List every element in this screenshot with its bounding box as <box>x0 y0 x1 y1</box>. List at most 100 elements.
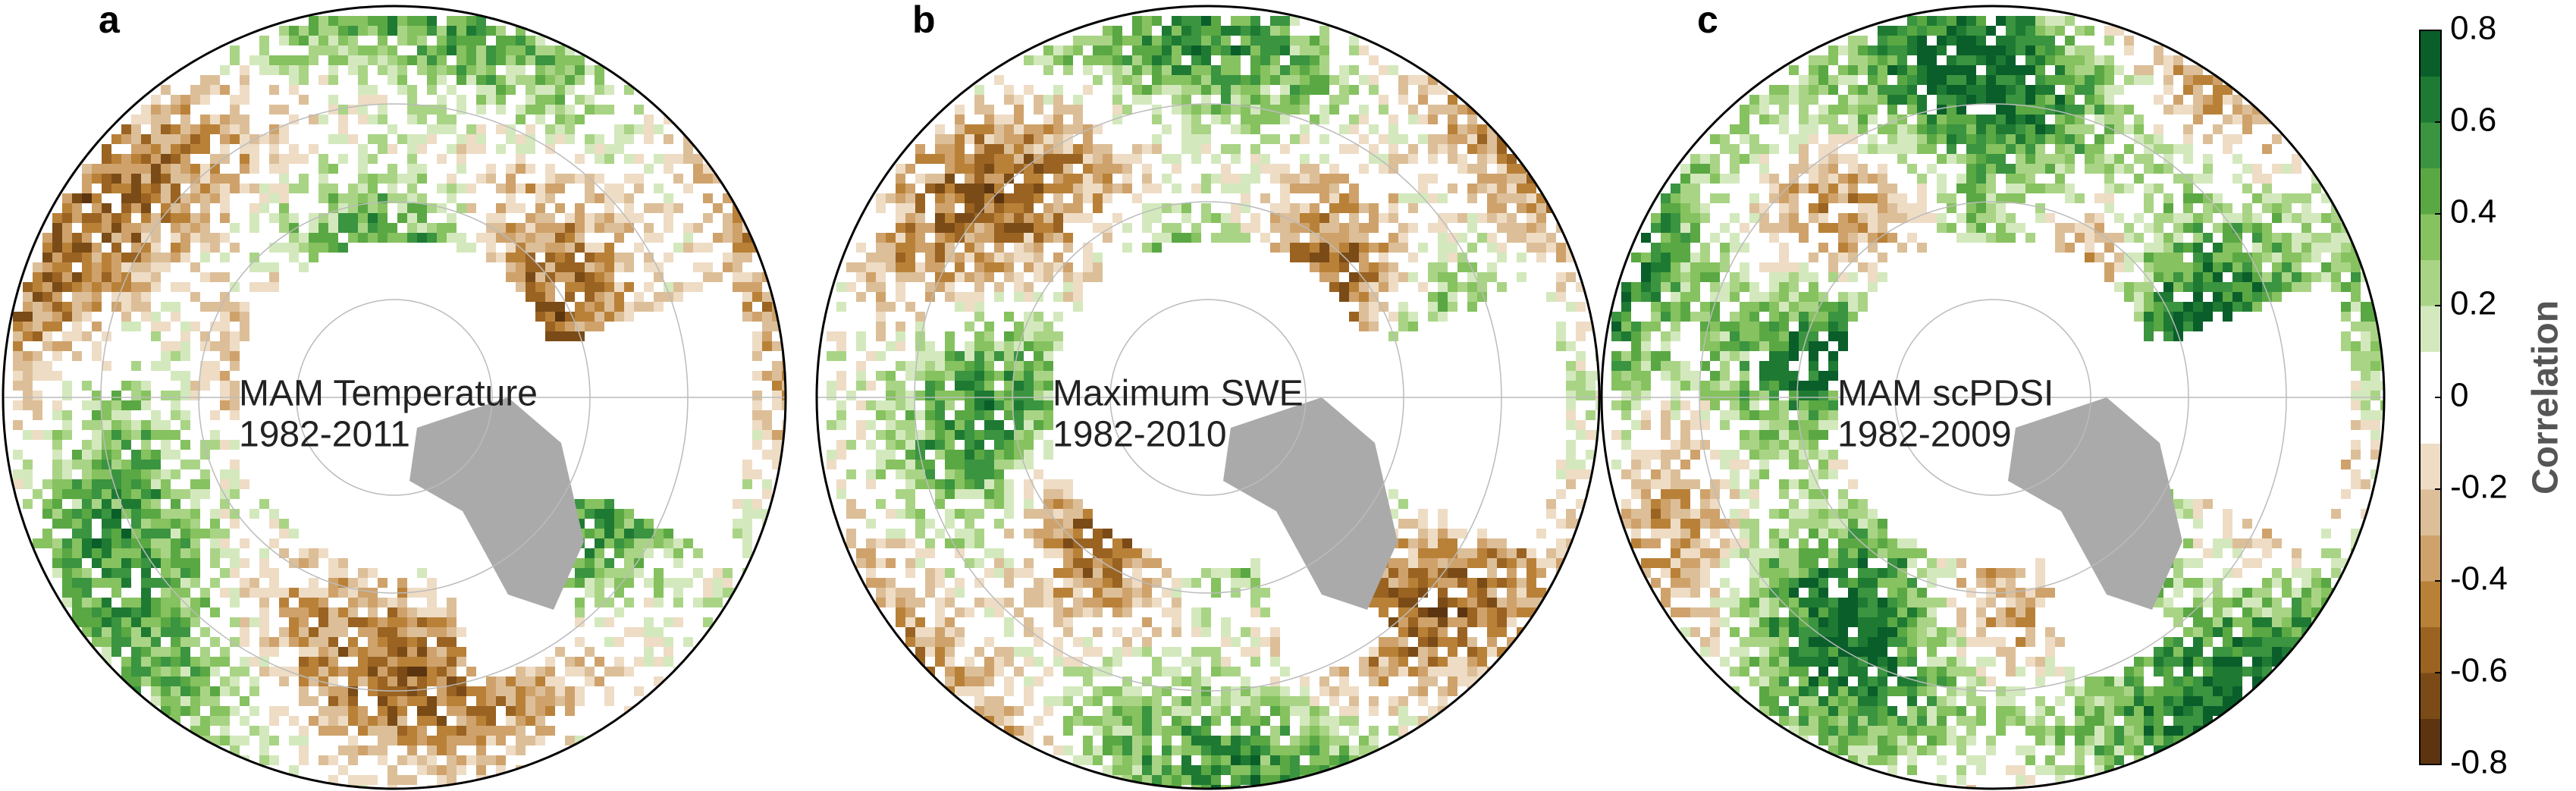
map-cell <box>171 489 180 499</box>
map-cell <box>994 568 1004 578</box>
map-cell <box>161 607 171 617</box>
map-cell <box>417 568 427 578</box>
map-cell <box>585 184 595 193</box>
map-cell <box>876 312 886 322</box>
map-cell <box>62 450 72 460</box>
map-cell <box>1211 154 1221 164</box>
map-cell <box>1004 667 1014 676</box>
map-cell <box>935 331 945 341</box>
map-cell <box>683 253 693 262</box>
map-cell <box>1014 322 1024 331</box>
map-cell <box>876 469 886 479</box>
map-cell <box>1034 598 1043 607</box>
map-cell <box>565 331 575 341</box>
map-cell <box>1142 16 1152 26</box>
map-cell <box>984 371 994 381</box>
map-cell <box>200 75 210 85</box>
map-cell <box>876 420 886 430</box>
map-cell <box>752 351 762 361</box>
map-cell <box>1112 607 1122 617</box>
map-cell <box>200 233 210 243</box>
map-cell <box>896 598 905 607</box>
map-cell <box>866 243 876 253</box>
map-cell <box>92 627 102 637</box>
map-cell <box>994 706 1004 716</box>
map-cell <box>673 637 683 647</box>
map-cell <box>876 598 886 607</box>
map-cell <box>624 657 634 667</box>
map-cell <box>585 223 595 233</box>
map-cell <box>240 509 249 519</box>
map-cell <box>1112 736 1122 745</box>
map-cell <box>476 95 486 105</box>
map-cell <box>230 95 240 105</box>
map-cell <box>1103 686 1112 696</box>
map-cell <box>476 686 486 696</box>
map-cell <box>121 164 131 174</box>
map-cell <box>299 588 309 598</box>
map-cell <box>358 164 368 174</box>
map-cell <box>634 243 644 253</box>
map-cell <box>1221 578 1231 588</box>
map-cell <box>200 686 210 696</box>
map-cell <box>1063 627 1073 637</box>
map-cell <box>200 548 210 558</box>
map-cell <box>846 450 856 460</box>
map-cell <box>279 686 289 696</box>
map-cell <box>506 676 516 686</box>
map-cell <box>1053 716 1063 726</box>
map-cell <box>935 489 945 499</box>
map-cell <box>309 124 318 134</box>
map-cell <box>1112 637 1122 647</box>
map-cell <box>496 775 506 785</box>
map-cell <box>974 400 984 410</box>
map-cell <box>407 745 417 755</box>
map-cell <box>585 95 595 105</box>
map-cell <box>1181 95 1191 105</box>
map-cell <box>220 568 230 578</box>
map-cell <box>269 223 279 233</box>
map-cell <box>279 233 289 243</box>
map-cell <box>915 174 925 184</box>
map-cell <box>974 144 984 154</box>
map-cell <box>378 115 387 124</box>
map-cell <box>13 331 23 341</box>
map-cell <box>42 233 52 243</box>
map-cell <box>72 233 82 243</box>
map-cell <box>896 322 905 331</box>
map-cell <box>742 499 752 509</box>
map-cell <box>1083 647 1093 657</box>
map-cell <box>210 400 220 410</box>
map-cell <box>836 361 846 371</box>
map-cell <box>713 203 723 213</box>
map-cell <box>240 538 249 548</box>
map-cell <box>703 558 713 568</box>
map-cell <box>387 95 397 105</box>
map-cell <box>1181 203 1191 213</box>
map-cell <box>180 588 190 598</box>
map-cell <box>535 184 545 193</box>
map-cell <box>673 578 683 588</box>
map-cell <box>555 676 565 686</box>
map-cell <box>427 696 437 706</box>
map-cell <box>348 124 358 134</box>
map-cell <box>427 647 437 657</box>
map-cell <box>945 430 955 440</box>
map-cell <box>846 262 856 272</box>
map-cell <box>1221 36 1231 46</box>
map-cell <box>1043 213 1053 223</box>
map-cell <box>407 134 417 144</box>
map-cell <box>190 568 200 578</box>
map-cell <box>506 154 516 164</box>
map-cell <box>318 144 328 154</box>
map-cell <box>131 460 141 469</box>
map-cell <box>190 105 200 115</box>
map-cell <box>92 312 102 322</box>
map-cell <box>1004 519 1014 529</box>
map-cell <box>141 391 151 400</box>
map-cell <box>220 588 230 598</box>
map-cell <box>752 509 762 519</box>
map-cell <box>955 519 965 529</box>
map-cell <box>1221 223 1231 233</box>
map-cell <box>1211 696 1221 706</box>
